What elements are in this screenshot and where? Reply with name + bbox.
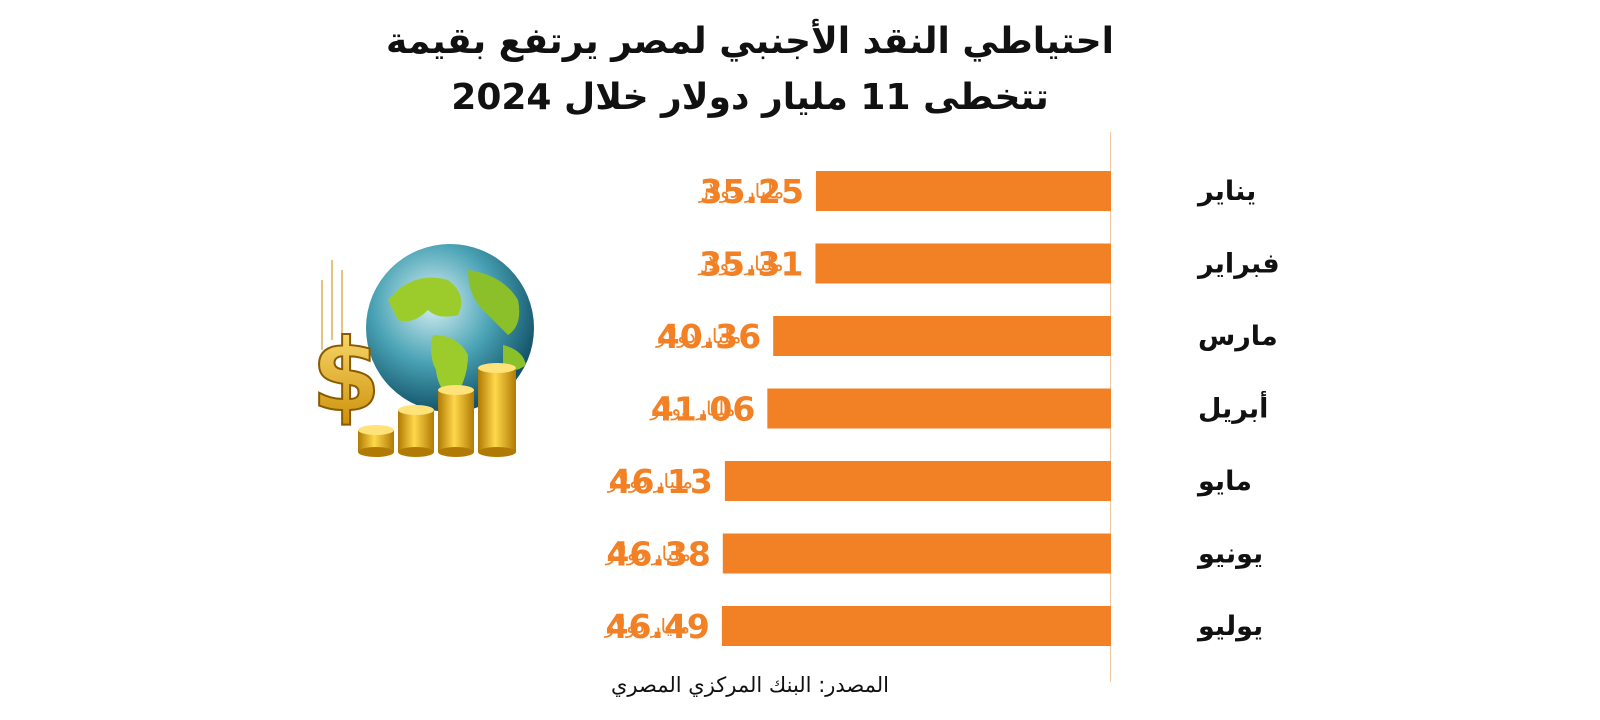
category-label: يناير [1196, 176, 1256, 207]
category-label: مايو [1196, 466, 1252, 497]
category-label: فبراير [1196, 249, 1280, 280]
bar-7 [721, 606, 1111, 646]
chart-title-line-2: تتخطى 11 مليار دولار خلال 2024 [451, 77, 1049, 118]
unit-label: مليار دولار [655, 324, 741, 348]
chart-title: احتياطي النقد الأجنبي لمصر يرتفع بقيمة ت… [300, 14, 1200, 126]
data-label: 46.38 [606, 535, 710, 574]
source-note: المصدر: البنك المركزي المصري [610, 673, 890, 697]
unit-label: مليار دولار [607, 469, 693, 493]
svg-text:$: $ [318, 317, 381, 434]
data-label: 46.49 [605, 607, 709, 646]
data-label: 46.13 [609, 462, 713, 501]
category-label: يوليو [1196, 611, 1263, 642]
category-label: مارس [1198, 321, 1278, 352]
data-label: 41.06 [651, 390, 755, 429]
bar-2 [815, 243, 1111, 284]
bar-1 [815, 171, 1111, 211]
unit-label: مليار دولار [604, 614, 690, 638]
unit-label: مليار دولار [605, 542, 691, 566]
unit-label: مليار دولار [649, 397, 735, 421]
chart-title-line-1: احتياطي النقد الأجنبي لمصر يرتفع بقيمة [386, 21, 1114, 62]
bar-4 [767, 388, 1111, 429]
globe-with-dollar-coins-icon: $ [318, 244, 534, 457]
data-label: 40.36 [657, 317, 761, 356]
unit-label: مليار دولار [698, 179, 784, 203]
unit-label: مليار دولار [697, 252, 783, 276]
bar-3 [773, 316, 1111, 356]
category-label: أبريل [1198, 391, 1268, 425]
data-label: 35.25 [700, 172, 804, 211]
category-label: يونيو [1196, 539, 1263, 570]
bar-5 [724, 461, 1111, 501]
bar-6 [722, 533, 1111, 574]
data-label: 35.31 [699, 245, 803, 284]
